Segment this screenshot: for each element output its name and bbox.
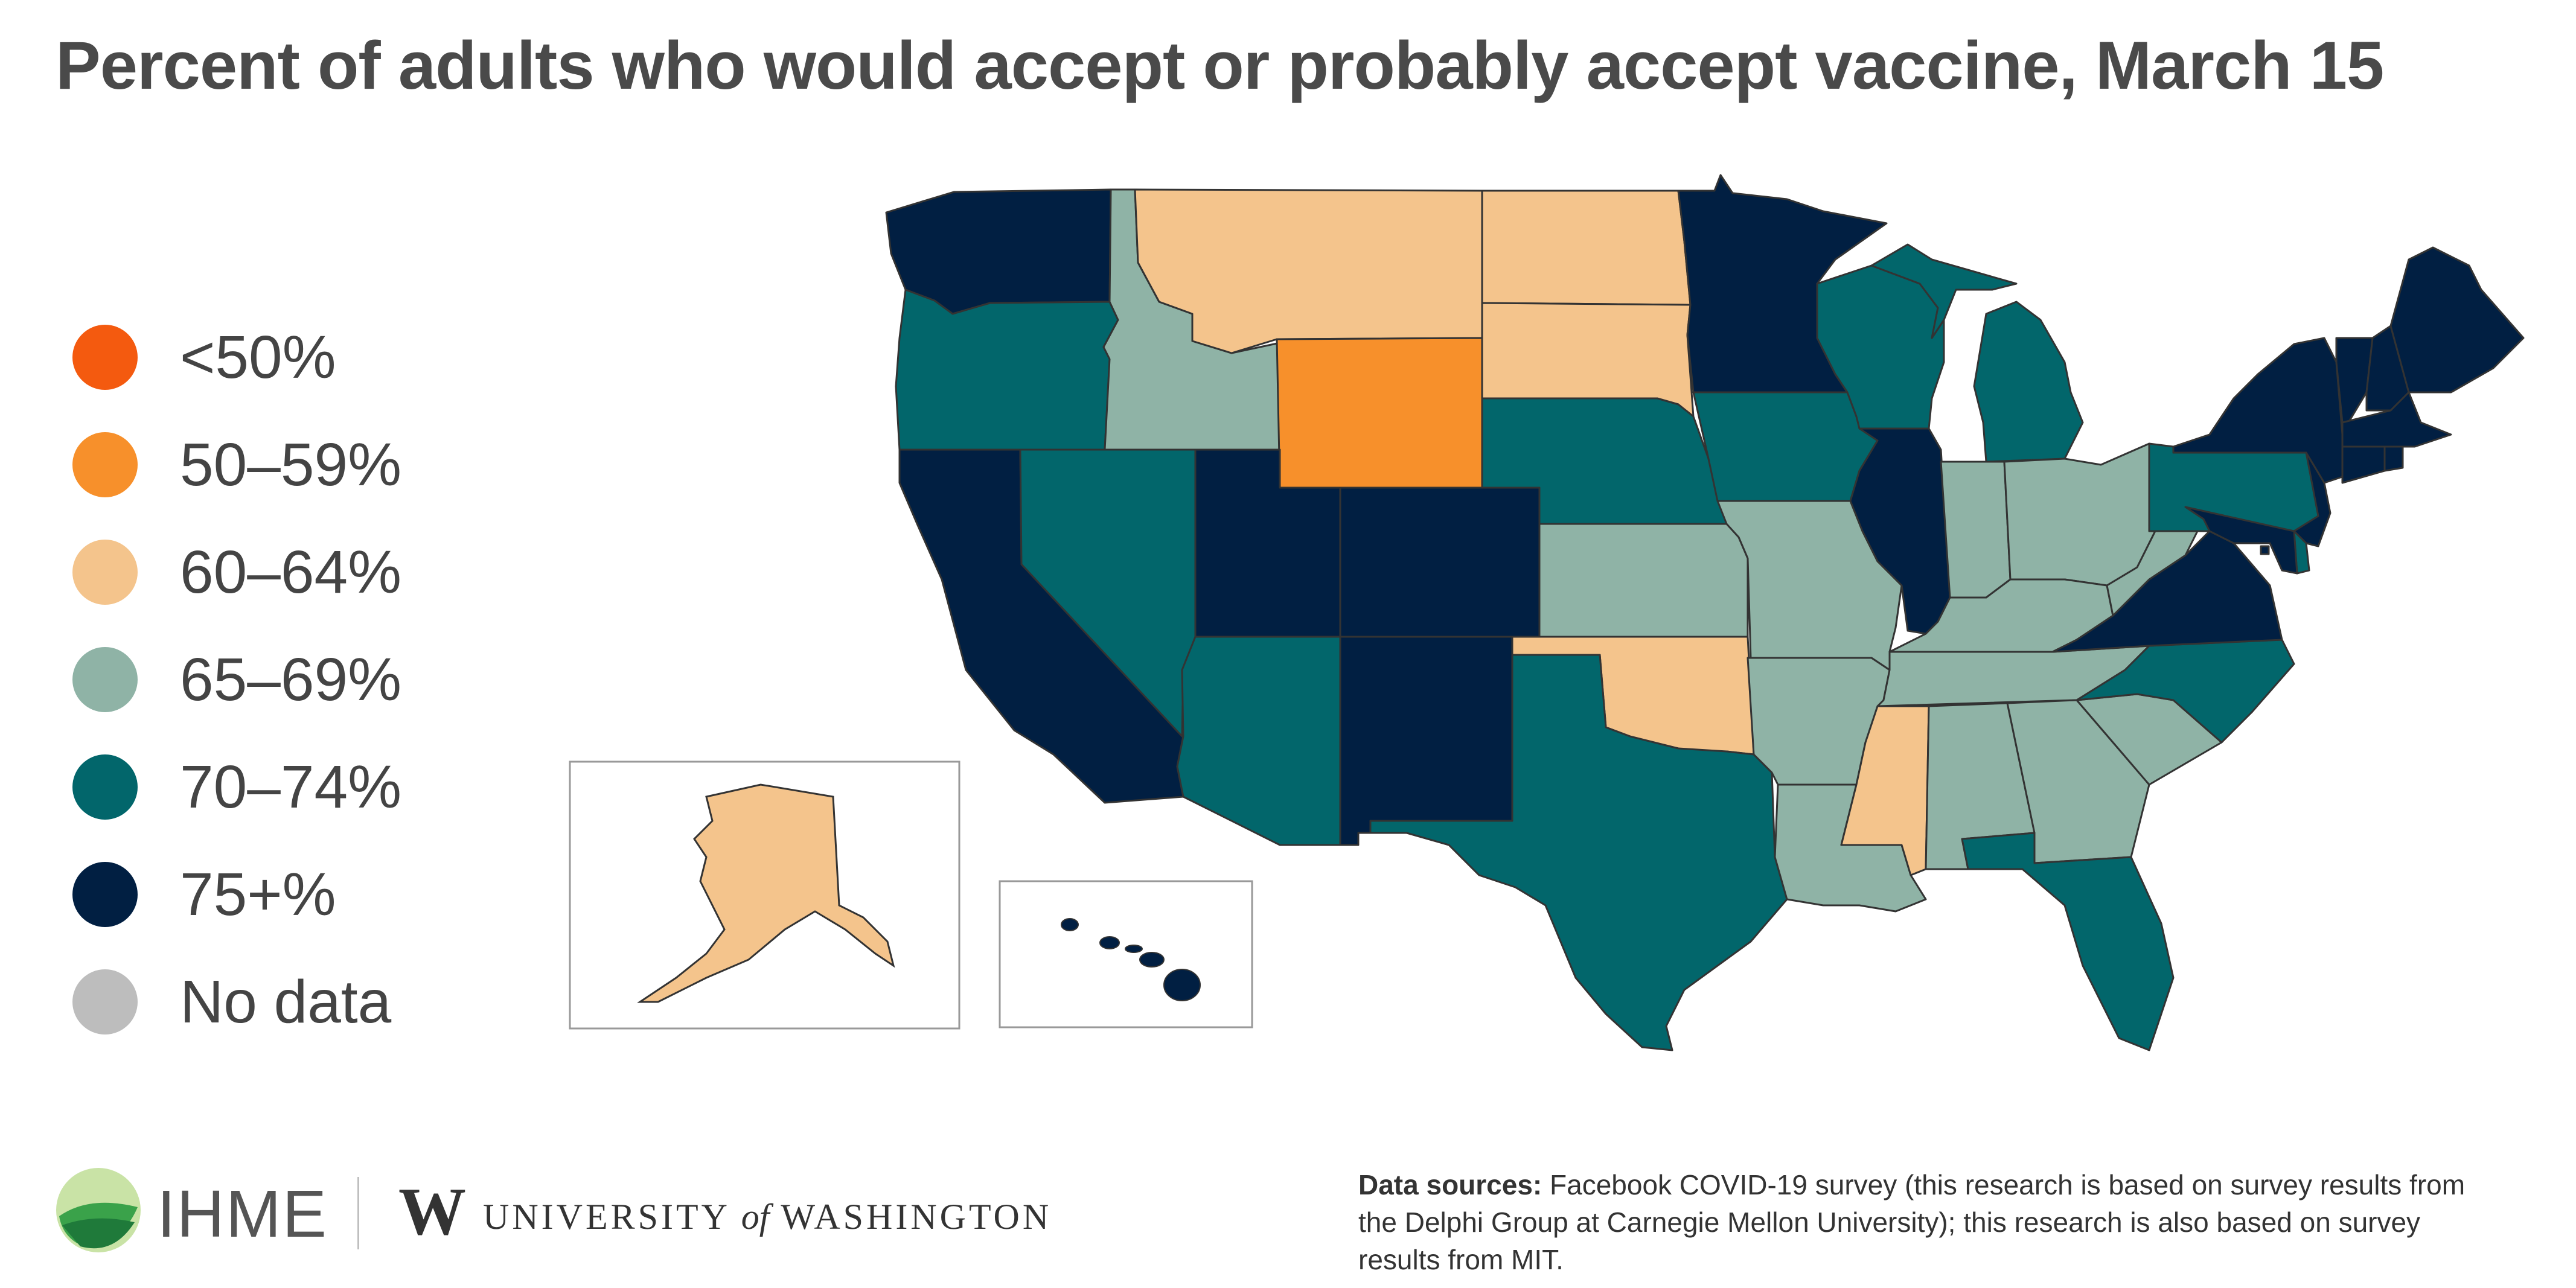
legend-label: <50% (180, 324, 336, 391)
state-OH (2003, 442, 2156, 587)
data-sources-text: Facebook COVID-19 survey (this research … (1358, 1169, 2466, 1275)
state-HI-group (1061, 918, 1201, 1001)
state-MI-lower (1973, 301, 2084, 463)
uw-of: of (741, 1197, 770, 1237)
state-AZ (1176, 636, 1341, 846)
state-HI (1163, 969, 1201, 1001)
state-IA (1692, 391, 1879, 502)
state-WY (1276, 337, 1483, 489)
state-OR (895, 289, 1119, 451)
uw-prefix: UNIVERSITY (483, 1197, 729, 1237)
data-sources-label: Data sources: (1358, 1169, 1542, 1200)
legend-label: 65–69% (180, 646, 401, 713)
legend-item-nodata: No data (72, 964, 495, 1037)
state-FL (1961, 832, 2175, 1051)
legend-swatch (72, 969, 138, 1035)
state-CT (2341, 445, 2386, 484)
state-HI-maui (1139, 952, 1165, 968)
legend-label: 75+% (180, 861, 336, 928)
legend-label: No data (180, 968, 392, 1036)
legend-label: 50–59% (180, 431, 401, 499)
footer-divider (357, 1177, 359, 1249)
hawaii-inset-frame (999, 880, 1253, 1028)
state-NC (2076, 639, 2295, 744)
legend-item-lt50: <50% (72, 320, 495, 392)
legend-swatch (72, 647, 138, 712)
uw-suffix: WASHINGTON (781, 1197, 1052, 1237)
legend-item-60-64: 60–64% (72, 535, 495, 607)
state-TX (1369, 654, 1788, 1051)
ihme-logo-icon (56, 1168, 141, 1252)
legend-item-75plus: 75+% (72, 857, 495, 929)
state-HI-kauai (1061, 918, 1079, 931)
legend-label: 70–74% (180, 753, 401, 821)
uw-wordmark: UNIVERSITY of WASHINGTON (483, 1196, 1052, 1238)
uw-logo-icon: W (398, 1175, 466, 1249)
state-NM (1339, 636, 1513, 846)
legend-swatch (72, 862, 138, 927)
state-ME (2389, 246, 2525, 394)
ihme-wordmark: IHME (157, 1177, 328, 1251)
state-MI (1870, 243, 2018, 339)
state-HI-oahu (1099, 936, 1120, 949)
state-CO (1339, 486, 1541, 638)
legend-item-65-69: 65–69% (72, 642, 495, 715)
legend-item-50-59: 50–59% (72, 427, 495, 500)
state-NJ (2293, 451, 2332, 547)
legend-label: 60–64% (180, 538, 401, 606)
legend-swatch (72, 540, 138, 605)
state-DC (2260, 545, 2270, 555)
state-AK (637, 783, 895, 1003)
chart-title: Percent of adults who would accept or pr… (56, 28, 2384, 103)
legend-swatch (72, 432, 138, 497)
state-KS (1538, 523, 1749, 638)
data-sources: Data sources: Facebook COVID-19 survey (… (1358, 1166, 2505, 1278)
state-IN (1940, 461, 2012, 599)
state-RI (2383, 445, 2404, 472)
state-HI-molokai (1125, 945, 1143, 953)
legend-item-70-74: 70–74% (72, 750, 495, 822)
state-ND (1481, 190, 1692, 306)
legend-swatch (72, 754, 138, 820)
state-MD (2184, 506, 2298, 575)
legend-swatch (72, 325, 138, 390)
